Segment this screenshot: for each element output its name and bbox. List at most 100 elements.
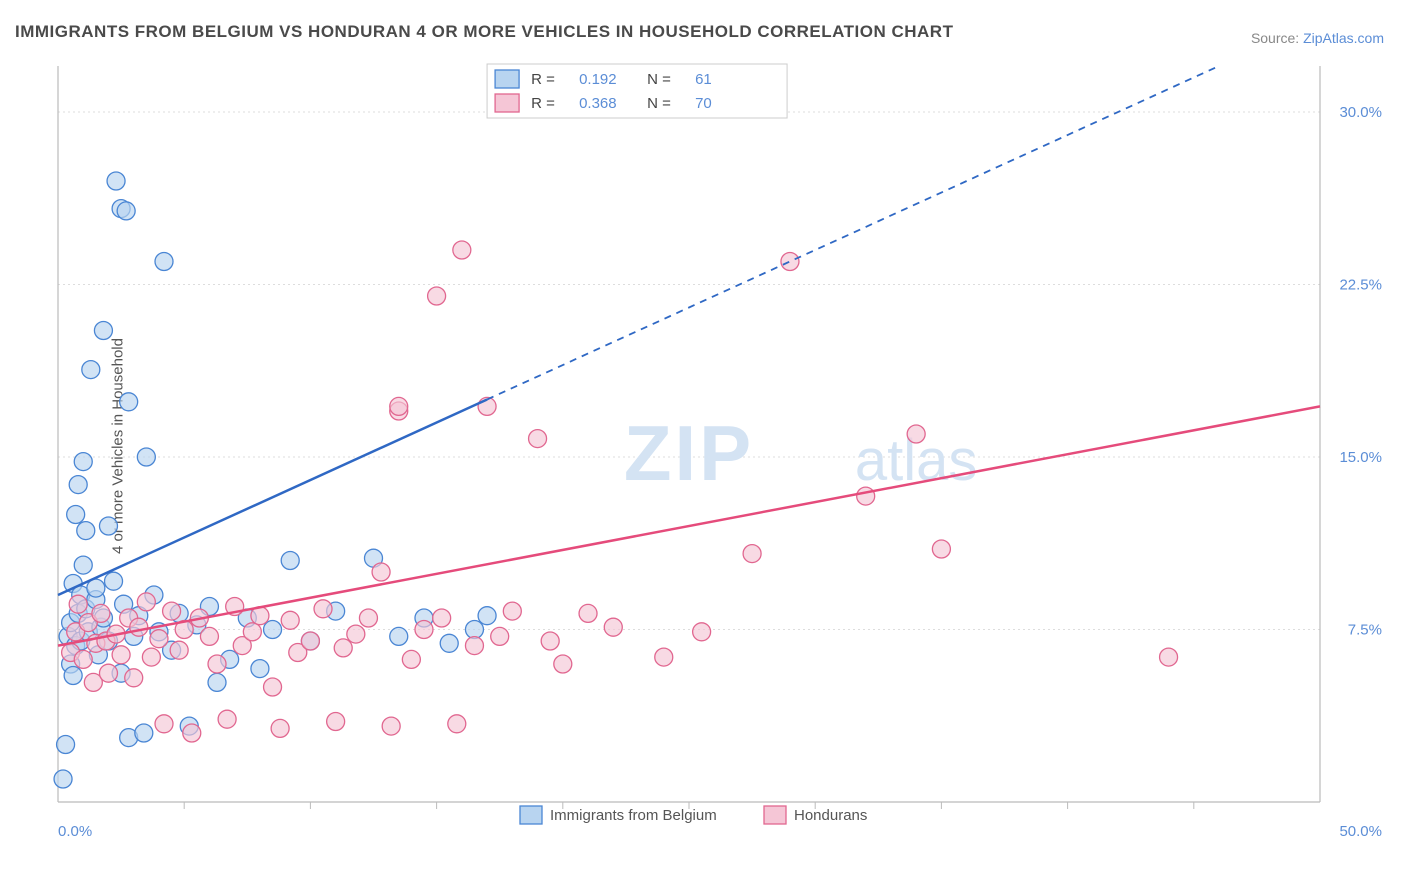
scatter-point: [529, 430, 547, 448]
scatter-point: [334, 639, 352, 657]
svg-text:R =: R =: [531, 71, 555, 88]
scatter-point: [491, 627, 509, 645]
legend-swatch: [764, 806, 786, 824]
scatter-point: [117, 202, 135, 220]
y-tick-label: 7.5%: [1348, 622, 1382, 639]
scatter-point: [150, 630, 168, 648]
scatter-point: [693, 623, 711, 641]
scatter-point: [478, 607, 496, 625]
scatter-point: [74, 453, 92, 471]
scatter-point: [503, 602, 521, 620]
source-label: Source: ZipAtlas.com: [1251, 30, 1384, 46]
scatter-point: [440, 634, 458, 652]
scatter-point: [105, 572, 123, 590]
stat-legend: R = 0.192 N = 61 R = 0.368 N = 70: [487, 64, 787, 118]
chart-plot-area: 7.5%15.0%22.5%30.0%ZIPatlas0.0%50.0%R =0…: [50, 58, 1390, 838]
scatter-point: [271, 719, 289, 737]
svg-text:70: 70: [695, 95, 712, 112]
scatter-point: [579, 604, 597, 622]
scatter-point: [92, 604, 110, 622]
scatter-point: [155, 715, 173, 733]
scatter-point: [857, 487, 875, 505]
scatter-point: [655, 648, 673, 666]
scatter-point: [251, 660, 269, 678]
svg-text:0.192: 0.192: [579, 71, 617, 88]
scatter-point: [301, 632, 319, 650]
scatter-point: [382, 717, 400, 735]
scatter-point: [94, 322, 112, 340]
y-tick-label: 30.0%: [1339, 104, 1382, 121]
scatter-point: [932, 540, 950, 558]
scatter-point: [54, 770, 72, 788]
scatter-point: [359, 609, 377, 627]
scatter-point: [743, 545, 761, 563]
scatter-point: [402, 650, 420, 668]
scatter-point: [82, 361, 100, 379]
scatter-point: [155, 253, 173, 271]
scatter-point: [390, 627, 408, 645]
source-link[interactable]: ZipAtlas.com: [1303, 30, 1384, 46]
scatter-point: [433, 609, 451, 627]
scatter-point: [465, 621, 483, 639]
scatter-point: [208, 673, 226, 691]
scatter-point: [142, 648, 160, 666]
legend-swatch: [495, 94, 519, 112]
scatter-point: [264, 621, 282, 639]
scatter-point: [74, 556, 92, 574]
chart-title: IMMIGRANTS FROM BELGIUM VS HONDURAN 4 OR…: [15, 22, 953, 42]
scatter-point: [99, 517, 117, 535]
scatter-point: [69, 595, 87, 613]
svg-text:N =: N =: [647, 71, 671, 88]
svg-text:R =: R =: [531, 95, 555, 112]
legend-label: Hondurans: [794, 807, 867, 824]
scatter-point: [99, 664, 117, 682]
scatter-point: [907, 425, 925, 443]
chart-svg: 7.5%15.0%22.5%30.0%ZIPatlas0.0%50.0%R =0…: [50, 58, 1390, 838]
watermark: ZIP: [624, 409, 754, 497]
legend-swatch: [495, 70, 519, 88]
scatter-point: [604, 618, 622, 636]
svg-text:N =: N =: [647, 95, 671, 112]
bottom-legend: Immigrants from Belgium Hondurans: [520, 806, 867, 824]
scatter-point: [69, 476, 87, 494]
scatter-point: [327, 713, 345, 731]
scatter-point: [170, 641, 188, 659]
scatter-point: [67, 506, 85, 524]
y-tick-label: 15.0%: [1339, 449, 1382, 466]
scatter-point: [74, 650, 92, 668]
scatter-point: [281, 611, 299, 629]
scatter-point: [183, 724, 201, 742]
scatter-point: [125, 669, 143, 687]
legend-label: Immigrants from Belgium: [550, 807, 717, 824]
scatter-point: [135, 724, 153, 742]
scatter-point: [243, 623, 261, 641]
scatter-point: [541, 632, 559, 650]
scatter-point: [448, 715, 466, 733]
x-tick-label: 0.0%: [58, 823, 92, 838]
scatter-point: [264, 678, 282, 696]
scatter-point: [390, 397, 408, 415]
scatter-point: [1160, 648, 1178, 666]
scatter-point: [347, 625, 365, 643]
scatter-point: [314, 600, 332, 618]
x-tick-label: 50.0%: [1339, 823, 1382, 838]
scatter-point: [77, 522, 95, 540]
scatter-point: [107, 172, 125, 190]
scatter-point: [218, 710, 236, 728]
scatter-point: [415, 621, 433, 639]
scatter-point: [554, 655, 572, 673]
svg-text:61: 61: [695, 71, 712, 88]
y-tick-label: 22.5%: [1339, 277, 1382, 294]
legend-swatch: [520, 806, 542, 824]
scatter-point: [372, 563, 390, 581]
scatter-point: [137, 593, 155, 611]
scatter-point: [57, 736, 75, 754]
scatter-point: [64, 667, 82, 685]
trend-line: [58, 400, 487, 596]
scatter-point: [120, 393, 138, 411]
scatter-point: [163, 602, 181, 620]
scatter-point: [130, 618, 148, 636]
scatter-point: [137, 448, 155, 466]
scatter-point: [428, 287, 446, 305]
svg-text:0.368: 0.368: [579, 95, 617, 112]
